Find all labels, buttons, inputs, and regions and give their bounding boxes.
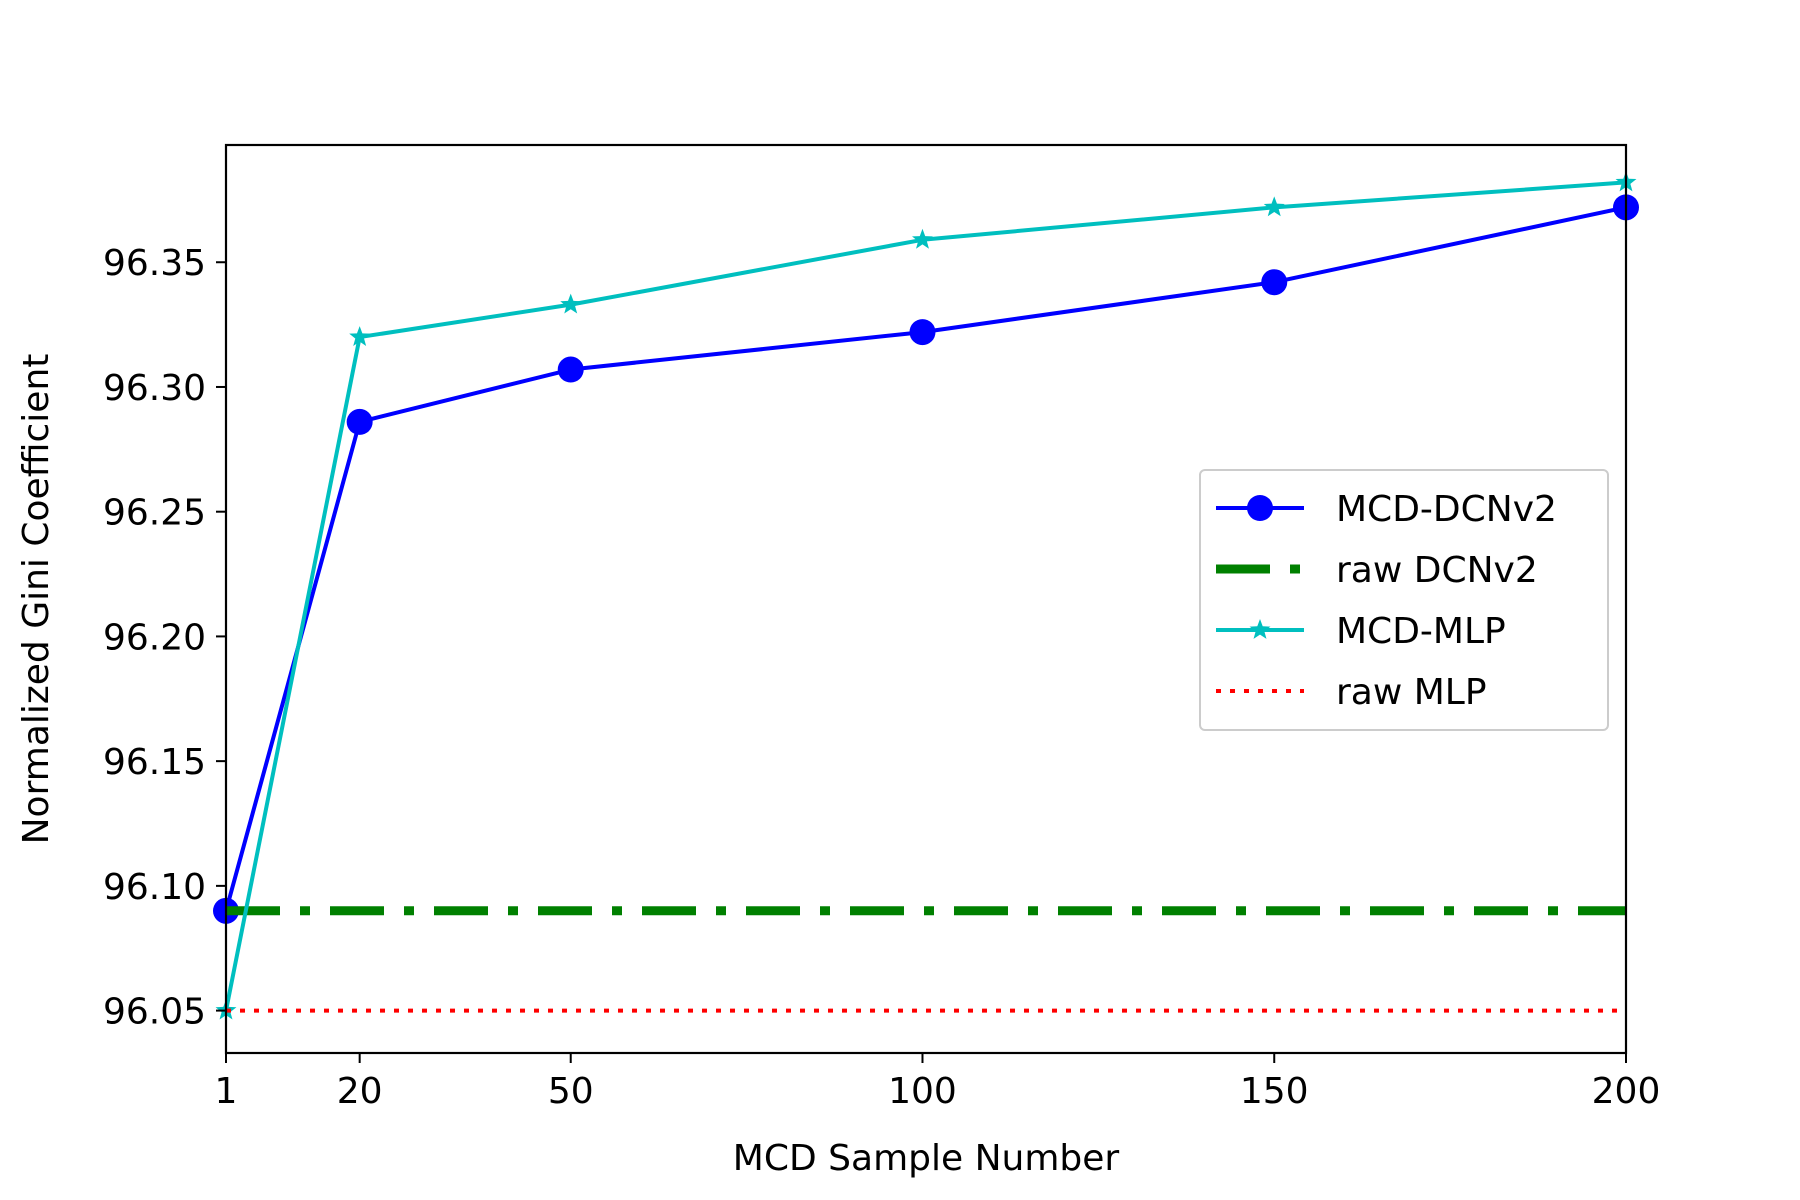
y-tick-label: 96.20 xyxy=(103,617,206,658)
legend-label-raw-dcnv2: raw DCNv2 xyxy=(1336,550,1538,591)
y-tick-label: 96.15 xyxy=(103,742,206,783)
x-tick-label: 50 xyxy=(548,1071,594,1112)
y-tick-label: 96.30 xyxy=(103,368,206,409)
y-tick-label: 96.35 xyxy=(103,243,206,284)
legend-marker-mcd-dcnv2 xyxy=(1247,495,1273,521)
y-axis: 96.05 96.10 96.15 96.20 96.25 96.30 96.35 xyxy=(103,243,226,1033)
data-point-mcd-dcnv2 xyxy=(909,319,936,346)
legend-marker-mcd-mlp xyxy=(1249,619,1271,639)
data-point-mcd-mlp xyxy=(560,293,582,314)
data-point-mcd-mlp xyxy=(349,326,371,346)
x-axis: 1 20 50 100 150 200 xyxy=(215,1053,1661,1112)
series-line-mcd-mlp xyxy=(226,180,1626,1011)
data-point-mcd-dcnv2 xyxy=(557,356,584,383)
y-tick-label: 96.10 xyxy=(103,867,206,908)
y-tick-label: 96.25 xyxy=(103,493,206,534)
y-axis-label: Normalized Gini Coefficient xyxy=(16,354,57,845)
series-layer xyxy=(213,171,1639,1020)
legend-label-mcd-mlp: MCD-MLP xyxy=(1336,611,1506,652)
x-tick-label: 1 xyxy=(215,1071,238,1112)
data-point-mcd-dcnv2 xyxy=(346,408,373,435)
data-point-mcd-mlp xyxy=(912,228,933,249)
x-axis-label: MCD Sample Number xyxy=(733,1138,1120,1179)
data-point-mcd-dcnv2 xyxy=(1261,269,1288,296)
x-tick-label: 150 xyxy=(1240,1071,1309,1112)
x-tick-label: 100 xyxy=(888,1071,957,1112)
legend: MCD-DCNv2 raw DCNv2 MCD-MLP raw MLP xyxy=(1199,469,1609,731)
series-line-mcd-dcnv2 xyxy=(226,205,1626,912)
data-point-mcd-mlp xyxy=(1263,196,1285,217)
plot-frame xyxy=(224,143,1628,1055)
x-tick-label: 20 xyxy=(337,1071,383,1112)
legend-label-mcd-dcnv2: MCD-DCNv2 xyxy=(1336,489,1557,530)
x-tick-label: 200 xyxy=(1592,1071,1661,1112)
legend-label-raw-mlp: raw MLP xyxy=(1336,672,1487,713)
legend-box xyxy=(1199,469,1609,731)
y-tick-label: 96.05 xyxy=(103,992,206,1033)
